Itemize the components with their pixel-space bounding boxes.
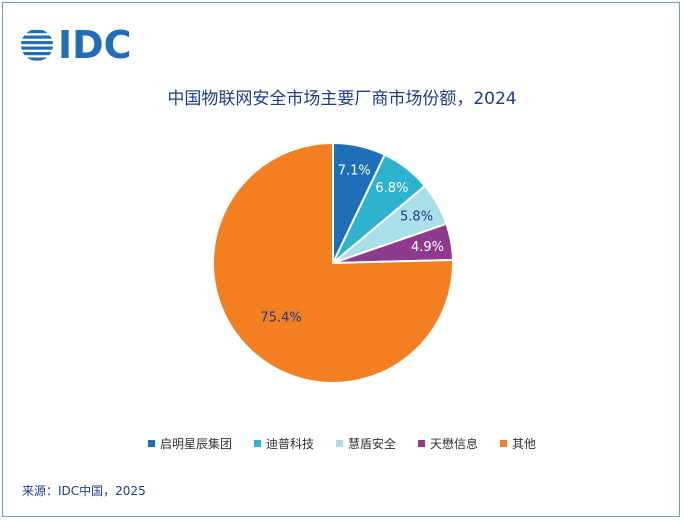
legend-label: 启明星辰集团 [159, 437, 232, 451]
slice-label-2: 5.8% [400, 210, 433, 225]
slice-label-4: 75.4% [260, 310, 301, 325]
legend-swatch [418, 440, 425, 447]
legend-label: 慧盾安全 [347, 437, 396, 451]
legend-item-0: 启明星辰集团 [147, 435, 232, 452]
legend-item-3: 天懋信息 [418, 435, 478, 452]
chart-title: 中国物联网安全市场主要厂商市场份额，2024 [167, 89, 517, 109]
slice-label-1: 6.8% [375, 181, 408, 196]
slice-label-3: 4.9% [411, 240, 444, 255]
slice-label-0: 7.1% [338, 163, 371, 178]
legend-swatch [500, 440, 508, 447]
legend-item-2: 慧盾安全 [335, 435, 396, 452]
legend-item-4: 其他 [500, 435, 536, 452]
legend-label: 天懋信息 [430, 437, 479, 451]
legend-label: 其他 [512, 437, 537, 451]
source-note: 来源：IDC中国，2025 [22, 484, 146, 498]
legend-swatch [147, 440, 155, 447]
idc-logo: IDC [20, 26, 132, 64]
pie-slice-4 [212, 141, 454, 384]
legend-item-1: 迪普科技 [253, 435, 314, 452]
legend-swatch [335, 440, 343, 447]
logo-text: IDC [58, 23, 132, 67]
legend-label: 迪普科技 [265, 437, 314, 451]
legend-swatch [253, 440, 261, 447]
chart-legend: 启明星辰集团 迪普科技 慧盾安全 天懋信息 其他 [0, 435, 684, 452]
globe-icon [21, 30, 53, 61]
